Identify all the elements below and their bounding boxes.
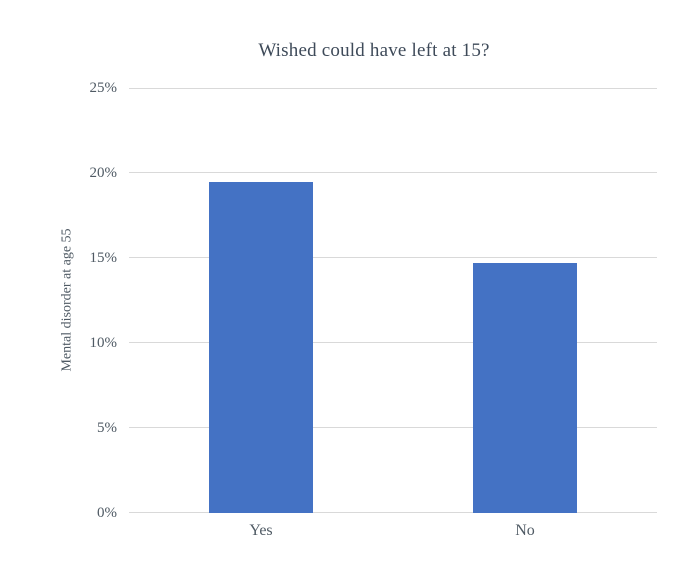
- y-tick-label: 20%: [89, 165, 118, 181]
- gridline: [129, 427, 657, 428]
- gridline: [129, 172, 657, 173]
- y-tick-label: 15%: [89, 250, 118, 266]
- bar-no: [473, 263, 577, 513]
- x-category-label: No: [515, 522, 535, 539]
- y-tick-label: 0%: [97, 505, 117, 521]
- bar-yes: [209, 181, 313, 513]
- gridline: [129, 257, 657, 258]
- y-tick-label: 5%: [97, 420, 117, 436]
- gridline: [129, 342, 657, 343]
- chart-title: Wished could have left at 15?: [258, 40, 490, 61]
- x-axis-line: [129, 512, 657, 513]
- gridline: [129, 88, 657, 89]
- x-category-label: Yes: [249, 522, 273, 539]
- y-tick-label: 10%: [89, 335, 118, 351]
- plot-area: [129, 88, 657, 513]
- y-tick-label: 25%: [89, 80, 118, 96]
- y-axis-title: Mental disorder at age 55: [59, 228, 75, 372]
